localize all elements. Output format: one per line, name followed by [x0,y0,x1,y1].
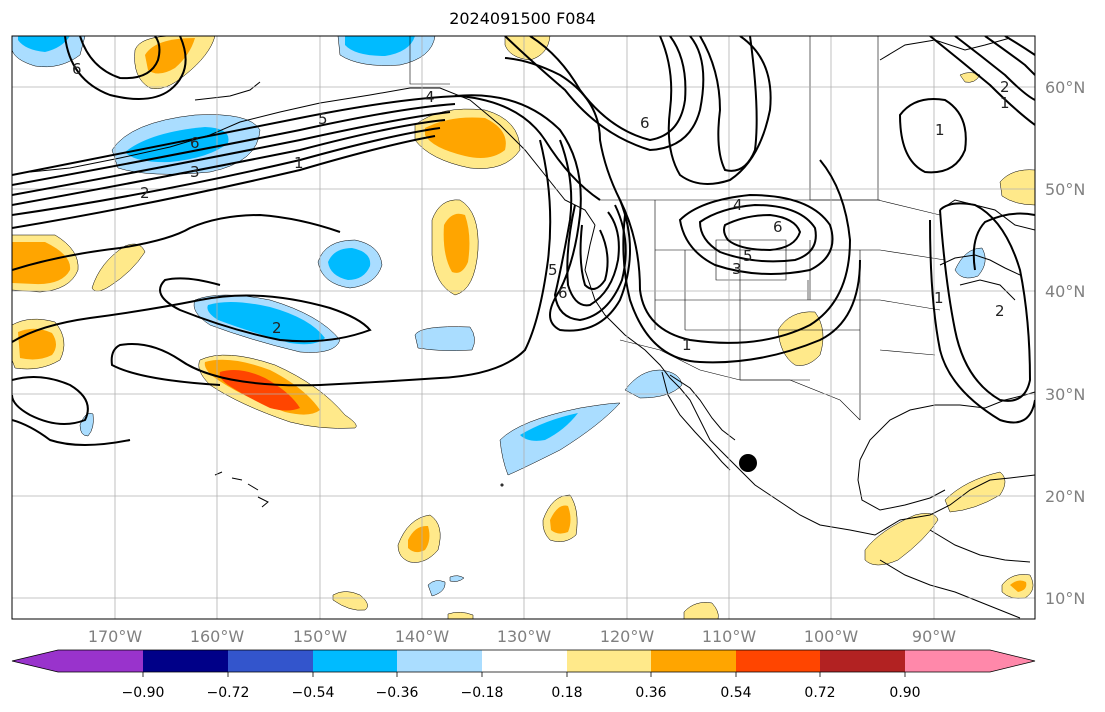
contour-label: 6 [190,134,200,152]
contour-label-group: 6 3 2 1 5 4 6 6 4 6 5 3 5 6 2 1 1 1 2 1 … [72,60,1010,354]
contour-label: 1 [935,121,945,139]
colorbar-tick: −0.72 [207,685,250,701]
colorbar-segment [12,650,143,672]
colorbar-tick: 0.36 [635,685,666,701]
colorbar-segment [482,650,567,672]
lon-label: 170°W [88,627,143,646]
colorbar-segment [651,650,736,672]
coastlines [29,37,1035,619]
lat-label: 60°N [1045,78,1085,97]
gridlines [12,36,1035,619]
contour-lines [12,36,1035,446]
latitude-labels: 60°N 50°N 40°N 30°N 20°N 10°N [1045,78,1085,608]
contour-label: 3 [732,260,742,278]
colorbar-segment [905,650,1035,672]
lon-label: 130°W [497,627,552,646]
lon-label: 90°W [912,627,956,646]
lat-label: 10°N [1045,589,1085,608]
contour-label: 2 [995,302,1005,320]
anomaly-shading [12,36,1035,619]
map-title: 2024091500 F084 [449,9,596,28]
contour-label: 2 [1000,78,1010,96]
contour-label: 2 [272,319,282,337]
lat-label: 40°N [1045,282,1085,301]
colorbar-tick: −0.36 [376,685,419,701]
colorbar-tick-labels: −0.90 −0.72 −0.54 −0.36 −0.18 0.18 0.36 … [122,685,921,701]
contour-label: 5 [743,247,753,265]
contour-label: 6 [72,60,82,78]
lat-label: 30°N [1045,385,1085,404]
colorbar-tick: −0.18 [461,685,504,701]
contour-label: 4 [425,88,435,106]
colorbar: −0.90 −0.72 −0.54 −0.36 −0.18 0.18 0.36 … [11,649,1036,701]
contour-label: 1 [294,154,304,172]
contour-label: 1 [1000,94,1010,112]
map-frame [11,35,1036,620]
colorbar-segment [736,650,820,672]
contour-label: 6 [640,114,650,132]
lon-label: 110°W [702,627,757,646]
contour-label: 5 [318,110,328,128]
colorbar-tick: −0.90 [122,685,165,701]
lat-label: 50°N [1045,180,1085,199]
borders [409,36,946,421]
colorbar-segment [567,650,651,672]
lon-label: 140°W [395,627,450,646]
contour-label: 6 [558,284,568,302]
contour-label: 1 [934,289,944,307]
lon-label: 120°W [600,627,655,646]
colorbar-segment [228,650,313,672]
lon-label: 160°W [190,627,245,646]
colorbar-segment [143,650,228,672]
contour-label: 4 [733,196,743,214]
contour-label: 3 [190,163,200,181]
lon-label: 100°W [804,627,859,646]
colorbar-tick: −0.54 [292,685,335,701]
colorbar-segment [397,650,482,672]
colorbar-segment [313,650,397,672]
contour-label: 5 [548,261,558,279]
contour-label: 6 [773,218,783,236]
lat-label: 20°N [1045,487,1085,506]
contour-label: 2 [140,184,150,202]
longitude-labels: 170°W 160°W 150°W 140°W 130°W 120°W 110°… [88,627,956,646]
contour-label: 1 [682,336,692,354]
colorbar-segment [820,650,905,672]
black-dot [739,454,757,472]
colorbar-tick: 0.72 [804,685,835,701]
colorbar-tick: 0.54 [720,685,751,701]
colorbar-tick: 0.18 [551,685,582,701]
lon-label: 150°W [293,627,348,646]
colorbar-tick: 0.90 [889,685,920,701]
